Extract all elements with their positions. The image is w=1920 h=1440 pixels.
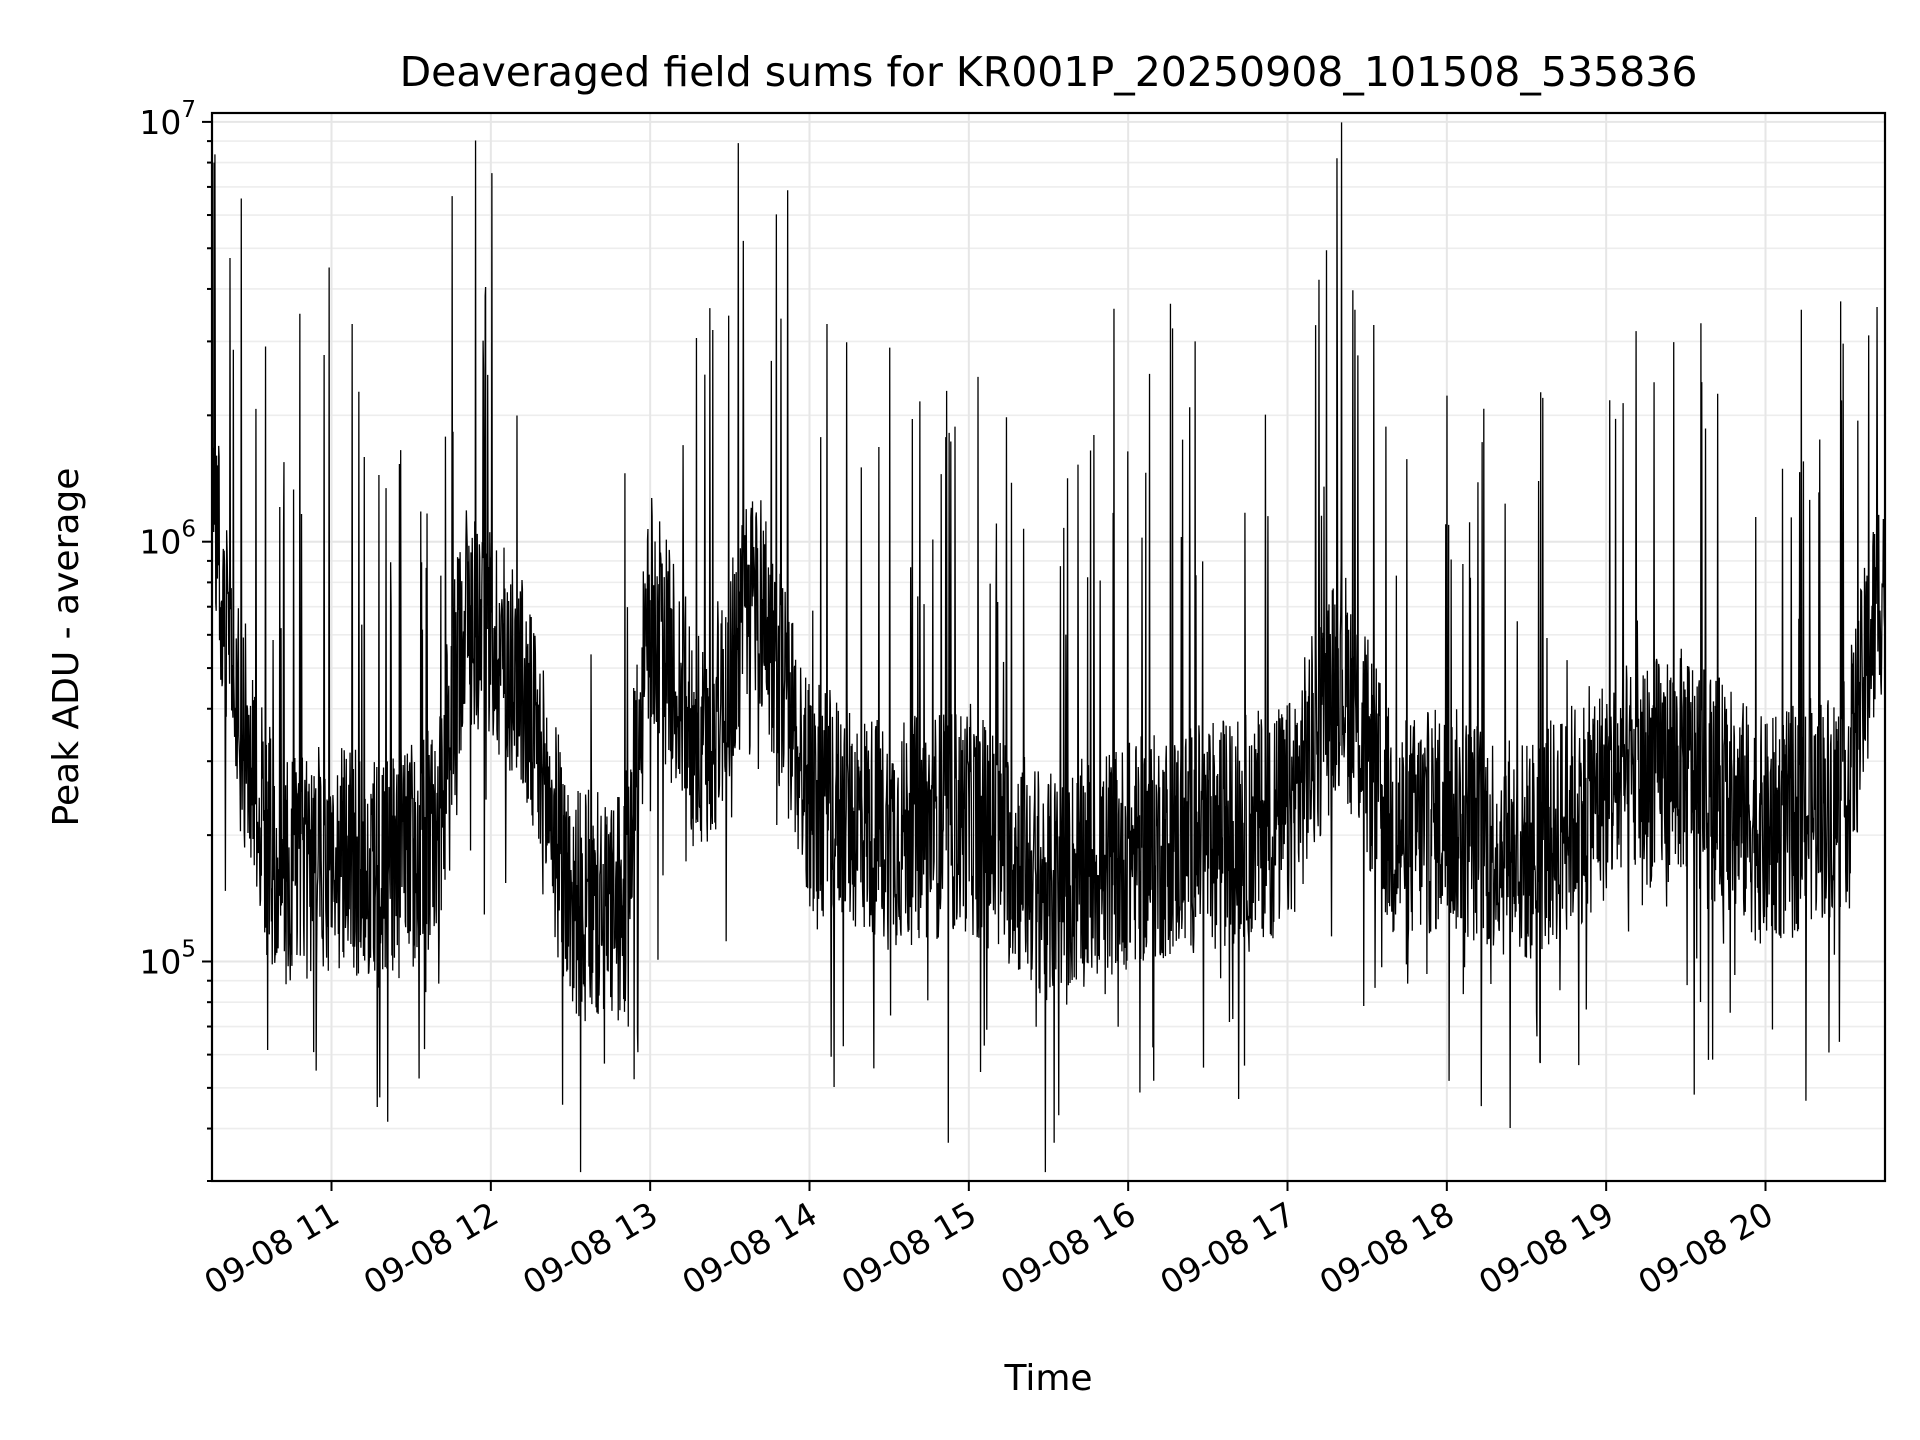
y-tick-label: 105 — [139, 936, 196, 981]
grid — [212, 113, 1885, 1182]
chart-title: Deaveraged field sums for KR001P_2025090… — [400, 48, 1698, 96]
series-line — [211, 122, 1886, 1173]
plot-frame — [210, 111, 1887, 1183]
y-axis-label: Peak ADU - average — [46, 468, 87, 827]
y-tick-label: 107 — [139, 97, 196, 142]
x-axis-label: Time — [1003, 1358, 1092, 1399]
y-tick-label: 106 — [139, 517, 196, 562]
